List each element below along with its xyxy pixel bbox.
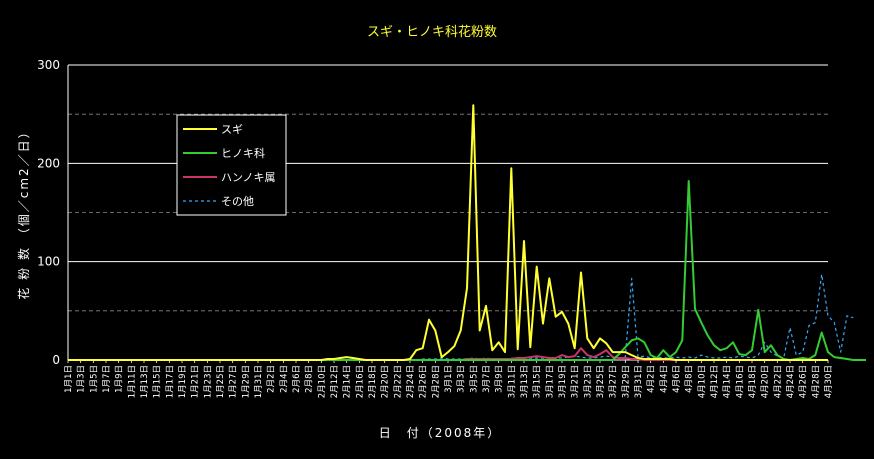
x-tick-label: 4月8日 [685, 365, 695, 393]
y-axis-label: 花 粉 数 （個／cm2／日） [16, 124, 31, 299]
x-tick-label: 1月17日 [165, 365, 175, 398]
series-lines [68, 104, 866, 361]
x-tick-label: 3月9日 [495, 365, 505, 393]
x-tick-label: 1月29日 [241, 365, 251, 398]
x-tick-label: 2月6日 [292, 365, 302, 393]
x-tick-label: 1月25日 [216, 365, 226, 398]
chart-title: スギ・ヒノキ科花粉数 [367, 24, 497, 40]
x-tick-label: 2月2日 [267, 365, 277, 393]
x-tick-label: 2月4日 [279, 365, 289, 393]
x-tick-label: 3月21日 [571, 365, 581, 398]
x-tick-label: 1月1日 [64, 365, 74, 393]
x-tick-label: 4月22日 [773, 365, 783, 398]
x-tick-label: 2月20日 [381, 365, 391, 398]
x-tick-label: 4月28日 [811, 365, 821, 398]
x-tick-label: 1月21日 [191, 365, 201, 398]
x-tick-label: 1月7日 [102, 365, 112, 393]
series-line-0 [68, 104, 828, 361]
y-tick-label: 300 [37, 58, 60, 72]
x-tick-label: 3月7日 [482, 365, 492, 393]
x-tick-label: 1月19日 [178, 365, 188, 398]
x-tick-label: 2月28日 [431, 365, 441, 398]
x-tick-label: 3月3日 [457, 365, 467, 393]
x-tick-label: 1月3日 [77, 365, 87, 393]
x-tick-label: 2月22日 [393, 365, 403, 398]
x-tick-label: 4月26日 [799, 365, 809, 398]
x-tick-label: 3月31日 [634, 365, 644, 398]
x-tick-label: 3月1日 [444, 365, 454, 393]
x-tick-label: 1月23日 [203, 365, 213, 398]
x-axis-label: 日 付（2008年） [379, 426, 502, 440]
x-tick-label: 3月29日 [621, 365, 631, 398]
x-tick-label: 4月10日 [697, 365, 707, 398]
y-tick-label: 100 [37, 255, 60, 269]
x-tick-label: 1月11日 [127, 365, 137, 398]
x-tick-label: 4月30日 [824, 365, 834, 398]
legend-label: その他 [221, 195, 254, 208]
x-tick-label: 2月10日 [317, 365, 327, 398]
x-tick-label: 1月15日 [153, 365, 163, 398]
x-tick-label: 4月20日 [761, 365, 771, 398]
x-tick-label: 1月5日 [89, 365, 99, 393]
x-tick-label: 4月4日 [659, 365, 669, 393]
y-tick-label: 0 [52, 353, 60, 367]
x-tick-label: 3月27日 [609, 365, 619, 398]
y-tick-labels: 0 100 200 300 [37, 58, 60, 367]
x-tick-label: 2月8日 [305, 365, 315, 393]
x-tick-label: 2月18日 [368, 365, 378, 398]
x-tick-label: 4月16日 [735, 365, 745, 398]
x-tick-labels: 1月1日 1月3日 1月5日 1月7日 1月9日 1月11日 1月13日 1月15日 1月17日… [64, 360, 834, 398]
x-tick-label: 3月15日 [533, 365, 543, 398]
x-tick-label: 3月11日 [507, 365, 517, 398]
y-tick-label: 200 [37, 156, 60, 170]
legend-label: ヒノキ科 [221, 146, 265, 160]
x-tick-label: 2月26日 [419, 365, 429, 398]
x-tick-label: 3月13日 [520, 365, 530, 398]
x-tick-label: 3月19日 [558, 365, 568, 398]
x-tick-label: 2月24日 [406, 365, 416, 398]
x-tick-label: 4月14日 [723, 365, 733, 398]
x-tick-label: 1月9日 [115, 365, 125, 393]
x-tick-label: 2月16日 [355, 365, 365, 398]
legend-label: スギ [221, 123, 243, 136]
x-tick-label: 1月31日 [254, 365, 264, 398]
x-tick-label: 4月12日 [710, 365, 720, 398]
legend-label: ハンノキ属 [221, 171, 275, 184]
x-tick-label: 4月24日 [786, 365, 796, 398]
x-tick-label: 3月17日 [545, 365, 555, 398]
x-tick-label: 2月12日 [330, 365, 340, 398]
x-tick-label: 2月14日 [343, 365, 353, 398]
x-tick-label: 3月5日 [469, 365, 479, 393]
x-tick-label: 3月25日 [596, 365, 606, 398]
x-tick-label: 4月18日 [748, 365, 758, 398]
x-tick-label: 4月6日 [672, 365, 682, 393]
x-tick-label: 3月23日 [583, 365, 593, 398]
x-tick-label: 1月13日 [140, 365, 150, 398]
x-tick-label: 1月27日 [229, 365, 239, 398]
x-tick-label: 4月2日 [647, 365, 657, 393]
legend-box [176, 114, 287, 216]
